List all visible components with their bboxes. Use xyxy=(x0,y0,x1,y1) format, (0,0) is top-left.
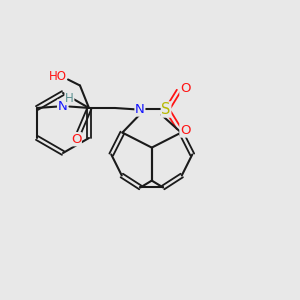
Text: O: O xyxy=(71,133,81,146)
Text: N: N xyxy=(135,103,145,116)
Text: H: H xyxy=(65,92,74,105)
Text: O: O xyxy=(180,124,190,137)
Text: O: O xyxy=(180,82,190,95)
Text: S: S xyxy=(161,102,171,117)
Text: N: N xyxy=(58,100,68,113)
Text: HO: HO xyxy=(49,70,67,83)
